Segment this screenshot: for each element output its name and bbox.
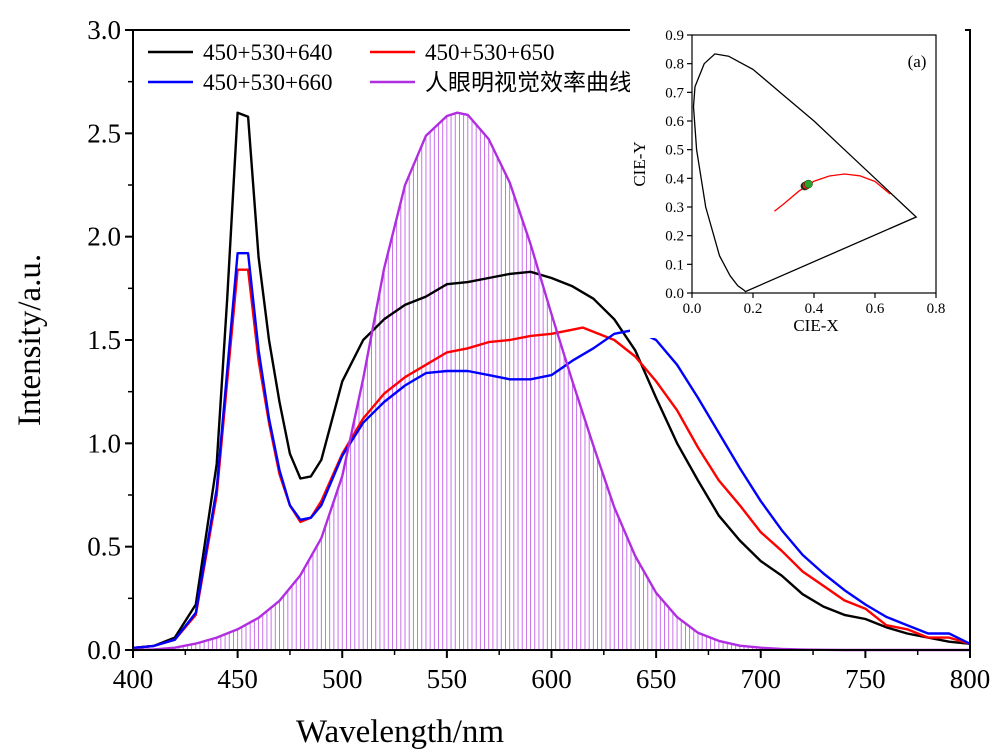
cie-point — [804, 179, 813, 189]
y-tick-label: 0.0 — [87, 635, 121, 665]
x-tick-label: 600 — [531, 664, 572, 694]
inset-y-tick-label: 0.5 — [665, 143, 684, 159]
inset-y-tick-label: 0.3 — [665, 200, 684, 216]
x-tick-label: 650 — [636, 664, 677, 694]
y-tick-label: 2.0 — [87, 222, 121, 252]
spectral-locus — [692, 53, 918, 293]
main-series-group — [132, 111, 971, 652]
inset-y-tick-label: 0.8 — [665, 57, 684, 73]
legend: 450+530+640 450+530+650 450+530+660 人眼明视觉效率… — [148, 40, 632, 95]
inset-y-tick-label: 0.9 — [665, 28, 684, 44]
x-tick-label: 500 — [322, 664, 363, 694]
x-tick-label: 700 — [741, 664, 782, 694]
inset-background — [630, 28, 965, 338]
x-tick-label: 800 — [950, 664, 991, 694]
y-axis-ticks: 0.0 0.5 1.0 1.5 2.0 2.5 3.0 — [87, 15, 133, 665]
series-line-4 — [132, 111, 970, 652]
x-tick-label: 400 — [113, 664, 154, 694]
legend-label: 450+530+640 — [203, 40, 332, 65]
inset-x-tick-label: 0.0 — [683, 301, 702, 317]
inset-series-group — [692, 53, 918, 293]
series-line-1 — [132, 111, 971, 650]
inset-panel-label: (a) — [908, 52, 927, 71]
y-tick-label: 2.5 — [87, 118, 121, 148]
inset-y-tick-label: 0.0 — [665, 286, 684, 302]
inset-x-tick-label: 0.4 — [805, 301, 824, 317]
inset-x-tick-label: 0.8 — [927, 301, 946, 317]
y-tick-label: 0.5 — [87, 532, 121, 562]
inset-x-tick-label: 0.2 — [744, 301, 763, 317]
inset-x-axis-label: CIE-X — [793, 316, 838, 335]
cie-inset: 0.0 0.2 0.4 0.6 0.8 0.0 0.1 0.2 0.3 0.4 0.5 0.6 0.7… — [630, 28, 965, 338]
y-tick-label: 1.5 — [87, 325, 121, 355]
series-line-2 — [132, 268, 971, 650]
y-tick-label: 1.0 — [87, 428, 121, 458]
inset-x-tick-label: 0.6 — [866, 301, 885, 317]
inset-y-tick-label: 0.4 — [665, 171, 684, 187]
inset-x-axis-ticks: 0.0 0.2 0.4 0.6 0.8 — [683, 293, 946, 317]
inset-y-tick-label: 0.7 — [665, 85, 684, 101]
y-tick-label: 3.0 — [87, 15, 121, 45]
x-tick-label: 750 — [845, 664, 886, 694]
legend-label: 450+530+650 — [425, 40, 554, 65]
inset-y-tick-label: 0.6 — [665, 114, 684, 130]
inset-y-tick-label: 0.1 — [665, 257, 684, 273]
main-plot: 400 450 500 550 600 650 700 750 800 0.0 0.5 1.0 1.5… — [12, 15, 990, 750]
x-axis-ticks: 400 450 500 550 600 650 700 750 800 — [113, 650, 991, 694]
inset-y-tick-label: 0.2 — [665, 229, 684, 245]
x-tick-label: 550 — [427, 664, 468, 694]
series-line-3 — [132, 252, 971, 650]
legend-label: 人眼明视觉效率曲线 — [425, 70, 632, 95]
planckian-locus — [773, 173, 891, 212]
legend-label: 450+530+660 — [203, 70, 332, 95]
y-axis-label: Intensity/a.u. — [12, 254, 48, 426]
x-axis-label: Wavelength/nm — [296, 714, 504, 750]
inset-y-axis-label: CIE-Y — [630, 141, 649, 186]
inset-y-axis-ticks: 0.0 0.1 0.2 0.3 0.4 0.5 0.6 0.7 0.8 0.9 — [665, 28, 692, 302]
x-tick-label: 450 — [217, 664, 258, 694]
